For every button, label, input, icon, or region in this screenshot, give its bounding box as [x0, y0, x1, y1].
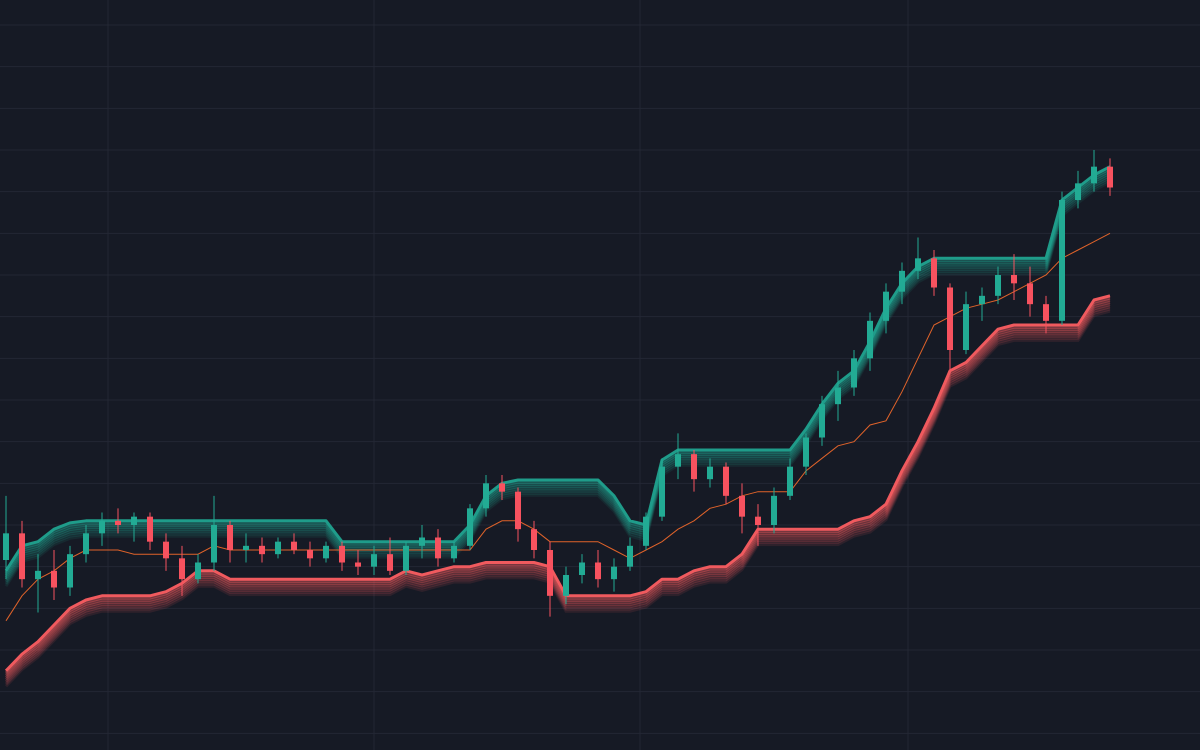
candle-body	[963, 304, 969, 350]
candle-body	[995, 275, 1001, 296]
candle-body	[435, 537, 441, 559]
candle-body	[867, 320, 873, 359]
band-glow	[4, 305, 1111, 683]
candle-body	[211, 525, 217, 563]
candle-body	[883, 291, 889, 321]
band-glow	[4, 174, 1111, 581]
candle-body	[451, 545, 457, 559]
candle-body	[835, 387, 841, 405]
band-glow	[4, 169, 1111, 577]
candle-body	[579, 562, 585, 575]
candle-body	[819, 404, 825, 438]
candle-body	[979, 295, 985, 305]
candle-body	[243, 545, 249, 550]
candle-body	[483, 483, 489, 509]
candle-body	[675, 454, 681, 467]
candle-body	[51, 570, 57, 588]
candle-body	[131, 516, 137, 525]
candle-body	[83, 533, 89, 555]
candle-body	[355, 562, 361, 567]
candle-body	[803, 437, 809, 467]
lower-band	[4, 294, 1111, 672]
band-glow	[4, 178, 1111, 585]
candle-body	[307, 550, 313, 559]
candle-body	[323, 545, 329, 559]
candle-body	[147, 516, 153, 542]
band-glow	[4, 180, 1111, 588]
candle-body	[179, 558, 185, 580]
candle-body	[723, 466, 729, 496]
candle-body	[707, 466, 713, 480]
candle-body	[1043, 304, 1049, 321]
candle-body	[851, 358, 857, 388]
candle-body	[1091, 166, 1097, 184]
candle-body	[755, 516, 761, 525]
candle-body	[643, 516, 649, 546]
upper-band	[4, 165, 1111, 572]
candle-body	[195, 562, 201, 580]
band-glow	[4, 300, 1111, 679]
candle-body	[291, 541, 297, 550]
candle-body	[915, 258, 921, 271]
candle-body	[787, 466, 793, 496]
candle-body	[627, 545, 633, 567]
candle-body	[371, 554, 377, 567]
candle-body	[547, 550, 553, 596]
vertical-grid	[107, 0, 909, 750]
candle-body	[1107, 166, 1113, 188]
candle-body	[115, 520, 121, 525]
candle-body	[387, 554, 393, 571]
candle-body	[403, 545, 409, 571]
band-glow	[4, 309, 1111, 688]
candle-body	[931, 258, 937, 288]
candle-body	[1059, 200, 1065, 321]
candle-body	[771, 495, 777, 525]
band-glow	[4, 171, 1111, 579]
band-glow	[4, 176, 1111, 583]
candle-body	[899, 270, 905, 292]
band-glow	[4, 303, 1111, 681]
candle-body	[259, 545, 265, 555]
candle-body	[595, 562, 601, 580]
candle-body	[563, 575, 569, 596]
candle-body	[99, 520, 105, 534]
candle-body	[1027, 283, 1033, 305]
candle-body	[419, 537, 425, 546]
candle-body	[275, 541, 281, 555]
band-glow	[4, 307, 1111, 686]
candle-body	[611, 566, 617, 580]
middle-line	[5, 232, 1111, 622]
candle-body	[1075, 183, 1081, 200]
candle-body	[19, 533, 25, 580]
candle-body	[339, 545, 345, 563]
candle-body	[739, 495, 745, 517]
candle-body	[3, 533, 9, 560]
candle-body	[67, 554, 73, 588]
band-glow	[4, 298, 1111, 677]
candle-body	[947, 287, 953, 350]
candle-body	[163, 541, 169, 559]
candle-body	[515, 491, 521, 530]
candle-body	[691, 454, 697, 480]
candle-body	[35, 570, 41, 580]
band-glow	[4, 167, 1111, 574]
candle-body	[1011, 275, 1017, 284]
candle-body	[467, 508, 473, 546]
candle-body	[499, 483, 505, 492]
candle-body	[659, 466, 665, 517]
candle-body	[531, 529, 537, 550]
candle-body	[227, 525, 233, 550]
